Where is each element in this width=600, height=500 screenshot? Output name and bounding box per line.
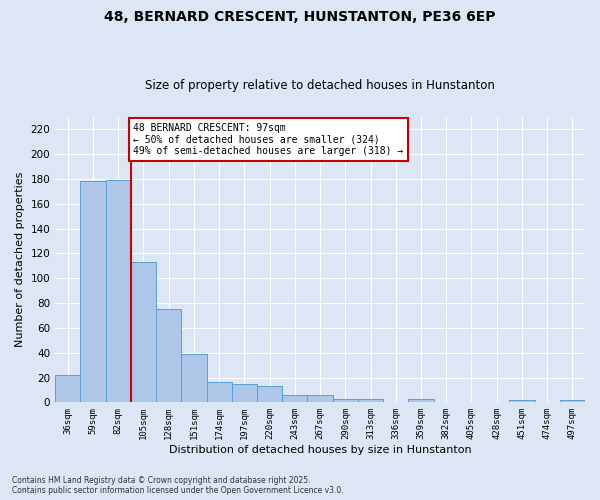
Text: Contains HM Land Registry data © Crown copyright and database right 2025.
Contai: Contains HM Land Registry data © Crown c… (12, 476, 344, 495)
X-axis label: Distribution of detached houses by size in Hunstanton: Distribution of detached houses by size … (169, 445, 472, 455)
Bar (106, 180, 131, 402)
Bar (307, 395, 332, 402)
Bar (80, 182, 106, 402)
Bar (560, 400, 585, 402)
Bar (181, 354, 206, 403)
Title: Size of property relative to detached houses in Hunstanton: Size of property relative to detached ho… (145, 79, 495, 92)
Bar (332, 398, 358, 402)
Bar (206, 382, 232, 402)
Bar (358, 398, 383, 402)
Text: 48 BERNARD CRESCENT: 97sqm
← 50% of detached houses are smaller (324)
49% of sem: 48 BERNARD CRESCENT: 97sqm ← 50% of deta… (133, 123, 404, 156)
Bar (282, 395, 307, 402)
Bar (232, 384, 257, 402)
Bar (55, 375, 80, 402)
Y-axis label: Number of detached properties: Number of detached properties (15, 172, 25, 347)
Bar (131, 262, 156, 402)
Bar (257, 386, 282, 402)
Bar (509, 400, 535, 402)
Bar (156, 309, 181, 402)
Text: 48, BERNARD CRESCENT, HUNSTANTON, PE36 6EP: 48, BERNARD CRESCENT, HUNSTANTON, PE36 6… (104, 10, 496, 24)
Bar (409, 398, 434, 402)
